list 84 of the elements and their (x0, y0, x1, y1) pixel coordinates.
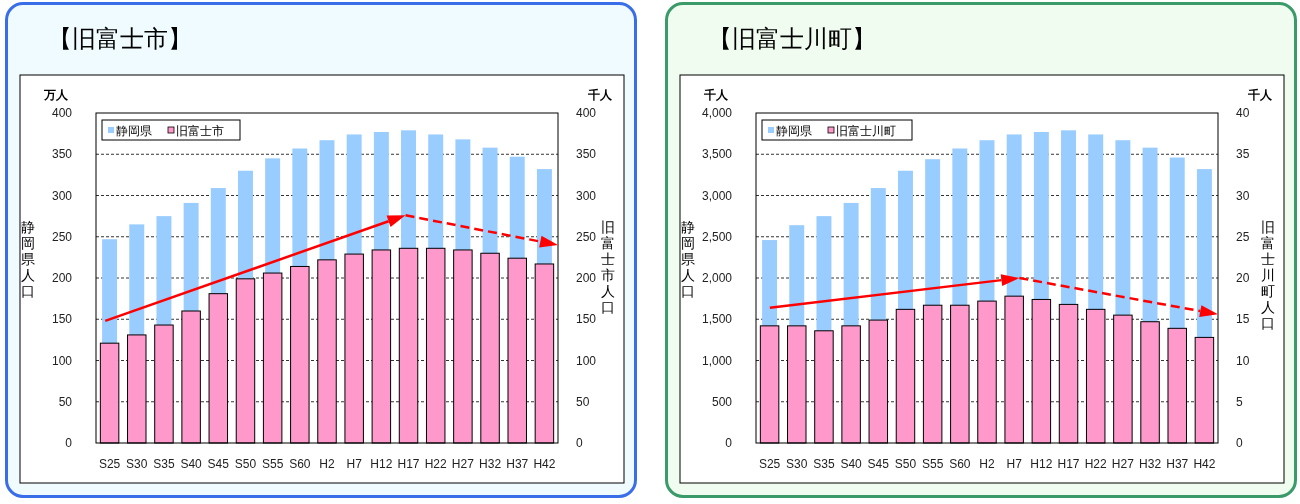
y-tick-label: 400 (51, 106, 73, 120)
y-axis-title: 静岡県人口 (21, 218, 35, 299)
x-tick-label: S55 (261, 457, 284, 471)
x-tick-label: H12 (1030, 457, 1053, 471)
x-tick-label: H37 (506, 457, 529, 471)
x-tick-label: S30 (786, 457, 808, 471)
y2-tick-label: 300 (576, 188, 597, 203)
y-tick-label: 3,000 (701, 188, 733, 203)
y-tick-label: 150 (51, 312, 73, 327)
y2-tick-label: 400 (576, 106, 597, 120)
y2-tick-label: 0 (576, 436, 583, 450)
y2-axis-title: 旧富士市人口 (601, 218, 615, 315)
x-tick-label: H17 (1057, 457, 1080, 471)
y2-axis-title: 旧富士川町人口 (1261, 218, 1275, 331)
y-tick-label: 100 (51, 353, 73, 368)
y2-tick-label: 100 (576, 353, 597, 368)
x-tick-label: S50 (894, 457, 917, 471)
y-tick-label: 1,000 (701, 353, 733, 368)
x-tick-label: H12 (370, 457, 393, 471)
text: 千人 (703, 88, 729, 102)
text: 万人 (43, 88, 69, 102)
y-tick-label: 2,500 (701, 229, 733, 244)
legend-label: 旧富士川町 (836, 124, 896, 138)
y2-tick-label: 35 (1236, 147, 1250, 162)
y2-tick-label: 15 (1236, 312, 1250, 327)
y2-tick-label: 150 (576, 312, 597, 327)
y2-tick-label: 50 (576, 394, 590, 409)
x-tick-label: H2 (319, 457, 335, 471)
y2-tick-label: 200 (576, 271, 597, 285)
x-tick-label: H42 (1193, 457, 1216, 471)
y-tick-label: 50 (58, 394, 73, 409)
x-tick-label: S50 (234, 457, 257, 471)
x-tick-label: S35 (153, 457, 175, 471)
y-tick-label: 250 (51, 229, 73, 244)
text: 千人 (1247, 88, 1273, 102)
x-tick-label: S55 (921, 457, 944, 471)
y2-tick-label: 30 (1236, 188, 1250, 203)
x-tick-label: S30 (126, 457, 148, 471)
y2-tick-label: 250 (576, 229, 597, 244)
y-tick-label: 350 (51, 147, 73, 162)
x-tick-label: H32 (1139, 457, 1162, 471)
y-tick-label: 200 (51, 271, 73, 285)
chart-title: 【旧富士市】 (48, 25, 192, 52)
y-tick-label: 4,000 (701, 106, 733, 120)
y2-tick-label: 0 (1236, 436, 1243, 450)
x-tick-label: H17 (397, 457, 420, 471)
y2-tick-label: 25 (1236, 229, 1250, 244)
chart-title: 【旧富士川町】 (708, 25, 876, 52)
legend-label: 静岡県 (776, 124, 812, 138)
text: 千人 (587, 88, 613, 102)
y-tick-label: 3,500 (701, 147, 733, 162)
legend-label: 旧富士市 (176, 124, 224, 138)
x-tick-label: S25 (98, 457, 121, 471)
x-tick-label: H7 (1006, 457, 1023, 471)
x-tick-label: H27 (451, 457, 475, 471)
x-tick-label: H2 (979, 457, 995, 471)
x-tick-label: H22 (1084, 457, 1108, 471)
x-tick-label: S60 (949, 457, 971, 471)
y-tick-label: 2,000 (701, 271, 733, 285)
x-tick-label: H37 (1166, 457, 1189, 471)
y-tick-label: 0 (725, 436, 733, 450)
x-tick-label: H27 (1111, 457, 1135, 471)
x-tick-label: H42 (533, 457, 556, 471)
y2-tick-label: 20 (1236, 271, 1250, 285)
y-axis-title: 静岡県人口 (681, 218, 695, 299)
y2-tick-label: 10 (1236, 353, 1250, 368)
x-tick-label: S45 (207, 457, 230, 471)
x-tick-label: S45 (867, 457, 890, 471)
y-tick-label: 0 (65, 436, 73, 450)
x-tick-label: S40 (180, 457, 203, 471)
x-tick-label: S25 (758, 457, 781, 471)
x-tick-label: H7 (346, 457, 363, 471)
x-tick-label: S60 (289, 457, 311, 471)
x-tick-label: S40 (840, 457, 863, 471)
x-tick-label: H32 (479, 457, 502, 471)
y-tick-label: 500 (711, 394, 733, 409)
y2-tick-label: 40 (1236, 106, 1250, 120)
y2-tick-label: 5 (1236, 394, 1243, 409)
legend-label: 静岡県 (116, 124, 152, 138)
y-tick-label: 300 (51, 188, 73, 203)
y-tick-label: 1,500 (701, 312, 733, 327)
x-tick-label: H22 (424, 457, 448, 471)
x-tick-label: S35 (813, 457, 835, 471)
y2-tick-label: 350 (576, 147, 597, 162)
